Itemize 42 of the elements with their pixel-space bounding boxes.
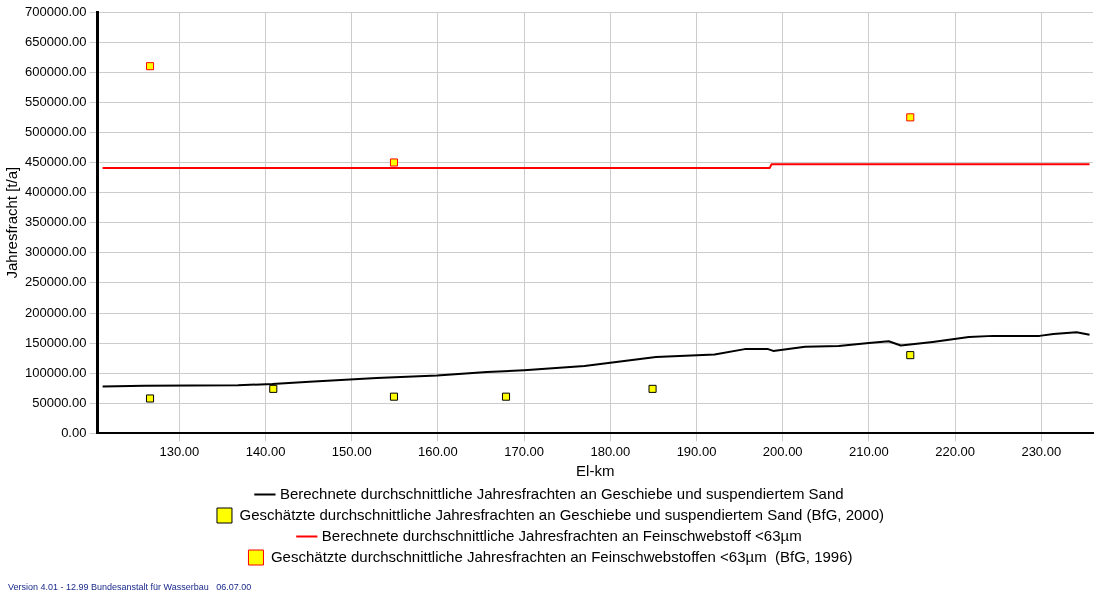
y-tick-label: 250000.00 [25,274,87,290]
x-tick-label: 210.00 [849,443,889,459]
y-tick-label: 700000.00 [25,3,87,19]
legend-label: Geschätzte durchschnittliche Jahresfrachten an Geschiebe und suspendiertem Sand (BfG, 2000) [239,505,885,523]
legend-label: Berechnete durchschnittliche Jahresfrachten an Feinschwebstoff <63µm [321,526,802,544]
x-tick-label: 230.00 [1021,443,1062,459]
y-tick-label: 200000.00 [25,304,87,320]
point [389,392,398,401]
point [906,351,915,360]
x-tick-label: 130.00 [159,443,200,459]
point [146,62,155,71]
y-tick-label: 350000.00 [25,214,87,230]
x-axis-title: El-km [576,462,615,480]
x-tick-label: 150.00 [331,443,372,459]
y-axis-title: Jahresfracht [t/a] [3,166,21,279]
y-tick-label: 150000.00 [25,334,87,350]
x-tick-label: 140.00 [245,443,286,459]
y-tick-label: 650000.00 [25,33,87,49]
point [501,392,511,401]
y-tick-label: 500000.00 [25,123,87,139]
y-tick-label: 300000.00 [25,244,87,260]
y-tick-label: 100000.00 [25,364,87,380]
x-tick-label: 160.00 [418,443,458,459]
point [146,394,155,403]
x-tick-label: 180.00 [590,443,631,459]
x-tick-label: 190.00 [676,443,717,459]
point [269,384,278,393]
y-tick-label: 600000.00 [25,63,87,79]
x-tick-label: 220.00 [935,443,975,459]
point [648,384,657,393]
y-tick-label: 50000.00 [32,394,87,410]
point [389,158,398,167]
legend-label: Berechnete durchschnittliche Jahresfrachten an Geschiebe und suspendiertem Sand [279,484,844,502]
x-tick-label: 170.00 [504,443,544,459]
text: Version 4.01 - 12.99 Bundesanstalt für Wasserbau 06.07.00 [8,582,252,592]
legend-label: Geschätzte durchschnittliche Jahresfrachten an Feinschwebstoffen <63µm (BfG, 1996) [270,547,853,565]
point [906,113,915,122]
y-tick-label: 400000.00 [25,184,87,200]
x-tick-label: 200.00 [762,443,803,459]
y-tick-label: 450000.00 [25,154,87,170]
y-tick-label: 550000.00 [25,93,87,109]
y-tick-label: 0.00 [61,424,87,440]
